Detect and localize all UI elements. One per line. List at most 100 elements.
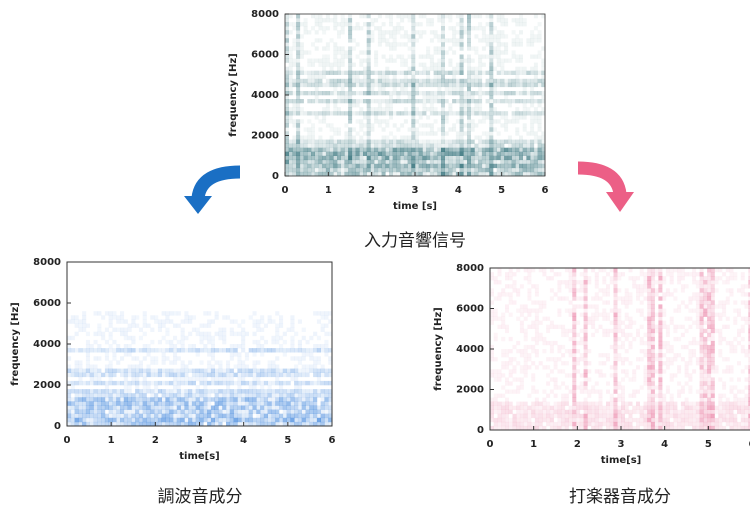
texture-cell — [203, 381, 207, 385]
texture-cell — [692, 337, 696, 341]
texture-cell — [296, 50, 300, 54]
texture-cell — [482, 55, 486, 59]
texture-cell — [324, 393, 328, 397]
texture-cell — [513, 357, 517, 361]
texture-cell — [471, 127, 475, 131]
texture-cell — [655, 418, 659, 422]
texture-cell — [396, 164, 400, 168]
texture-cell — [670, 321, 674, 325]
texture-cell — [400, 91, 404, 95]
texture-cell — [184, 397, 188, 401]
texture-cell — [700, 377, 704, 381]
texture-cell — [490, 369, 494, 373]
texture-cell — [245, 389, 249, 393]
texture-cell — [737, 361, 741, 365]
texture-cell — [120, 348, 124, 352]
texture-cell — [700, 337, 704, 341]
texture-cell — [226, 389, 230, 393]
texture-cell — [311, 83, 315, 87]
texture-cell — [538, 91, 542, 95]
texture-cell — [215, 377, 219, 381]
texture-cell — [460, 160, 464, 164]
texture-cell — [539, 300, 543, 304]
texture-cell — [508, 152, 512, 156]
texture-cell — [378, 75, 382, 79]
texture-cell — [241, 344, 245, 348]
texture-cell — [300, 172, 304, 176]
texture-cell — [71, 315, 75, 319]
texture-cell — [367, 87, 371, 91]
texture-cell — [313, 365, 317, 369]
texture-cell — [311, 148, 315, 152]
texture-cell — [688, 377, 692, 381]
texture-cell — [279, 315, 283, 319]
texture-cell — [486, 140, 490, 144]
texture-cell — [696, 418, 700, 422]
texture-cell — [162, 393, 166, 397]
texture-cell — [313, 369, 317, 373]
texture-cell — [557, 325, 561, 329]
texture-cell — [169, 393, 173, 397]
texture-cell — [677, 418, 681, 422]
texture-cell — [658, 325, 662, 329]
texture-cell — [456, 42, 460, 46]
texture-cell — [352, 71, 356, 75]
texture-cell — [460, 99, 464, 103]
texture-cell — [434, 111, 438, 115]
texture-cell — [542, 410, 546, 414]
texture-cell — [572, 333, 576, 337]
texture-cell — [317, 410, 321, 414]
texture-cell — [505, 422, 509, 426]
texture-cell — [285, 14, 289, 18]
texture-cell — [467, 46, 471, 50]
texture-cell — [504, 119, 508, 123]
texture-cell — [415, 136, 419, 140]
texture-cell — [441, 79, 445, 83]
texture-cell — [324, 332, 328, 336]
texture-cell — [363, 14, 367, 18]
texture-cell — [82, 369, 86, 373]
texture-cell — [715, 422, 719, 426]
texture-cell — [437, 172, 441, 176]
texture-cell — [493, 38, 497, 42]
texture-cell — [531, 390, 535, 394]
texture-cell — [271, 406, 275, 410]
texture-cell — [211, 389, 215, 393]
texture-cell — [165, 397, 169, 401]
texture-cell — [527, 280, 531, 284]
texture-cell — [542, 390, 546, 394]
texture-cell — [78, 381, 82, 385]
texture-cell — [467, 119, 471, 123]
texture-cell — [135, 418, 139, 422]
texture-cell — [614, 284, 618, 288]
texture-cell — [309, 352, 313, 356]
texture-cell — [313, 344, 317, 348]
texture-cell — [393, 123, 397, 127]
texture-cell — [456, 136, 460, 140]
texture-cell — [124, 406, 128, 410]
texture-cell — [550, 276, 554, 280]
texture-cell — [497, 164, 501, 168]
texture-cell — [430, 63, 434, 67]
texture-cell — [234, 332, 238, 336]
y-tick-label: 6000 — [456, 304, 484, 315]
texture-cell — [94, 311, 98, 315]
texture-cell — [617, 296, 621, 300]
texture-cell — [448, 14, 452, 18]
texture-cell — [707, 272, 711, 276]
texture-cell — [467, 148, 471, 152]
texture-cell — [309, 401, 313, 405]
texture-cell — [437, 83, 441, 87]
texture-cell — [497, 63, 501, 67]
texture-cell — [700, 357, 704, 361]
texture-cell — [234, 414, 238, 418]
texture-cell — [396, 95, 400, 99]
texture-cell — [726, 422, 730, 426]
texture-cell — [505, 304, 509, 308]
texture-cell — [441, 148, 445, 152]
texture-cell — [289, 99, 293, 103]
texture-cell — [494, 317, 498, 321]
texture-cell — [306, 340, 310, 344]
texture-cell — [86, 389, 90, 393]
texture-cell — [460, 67, 464, 71]
